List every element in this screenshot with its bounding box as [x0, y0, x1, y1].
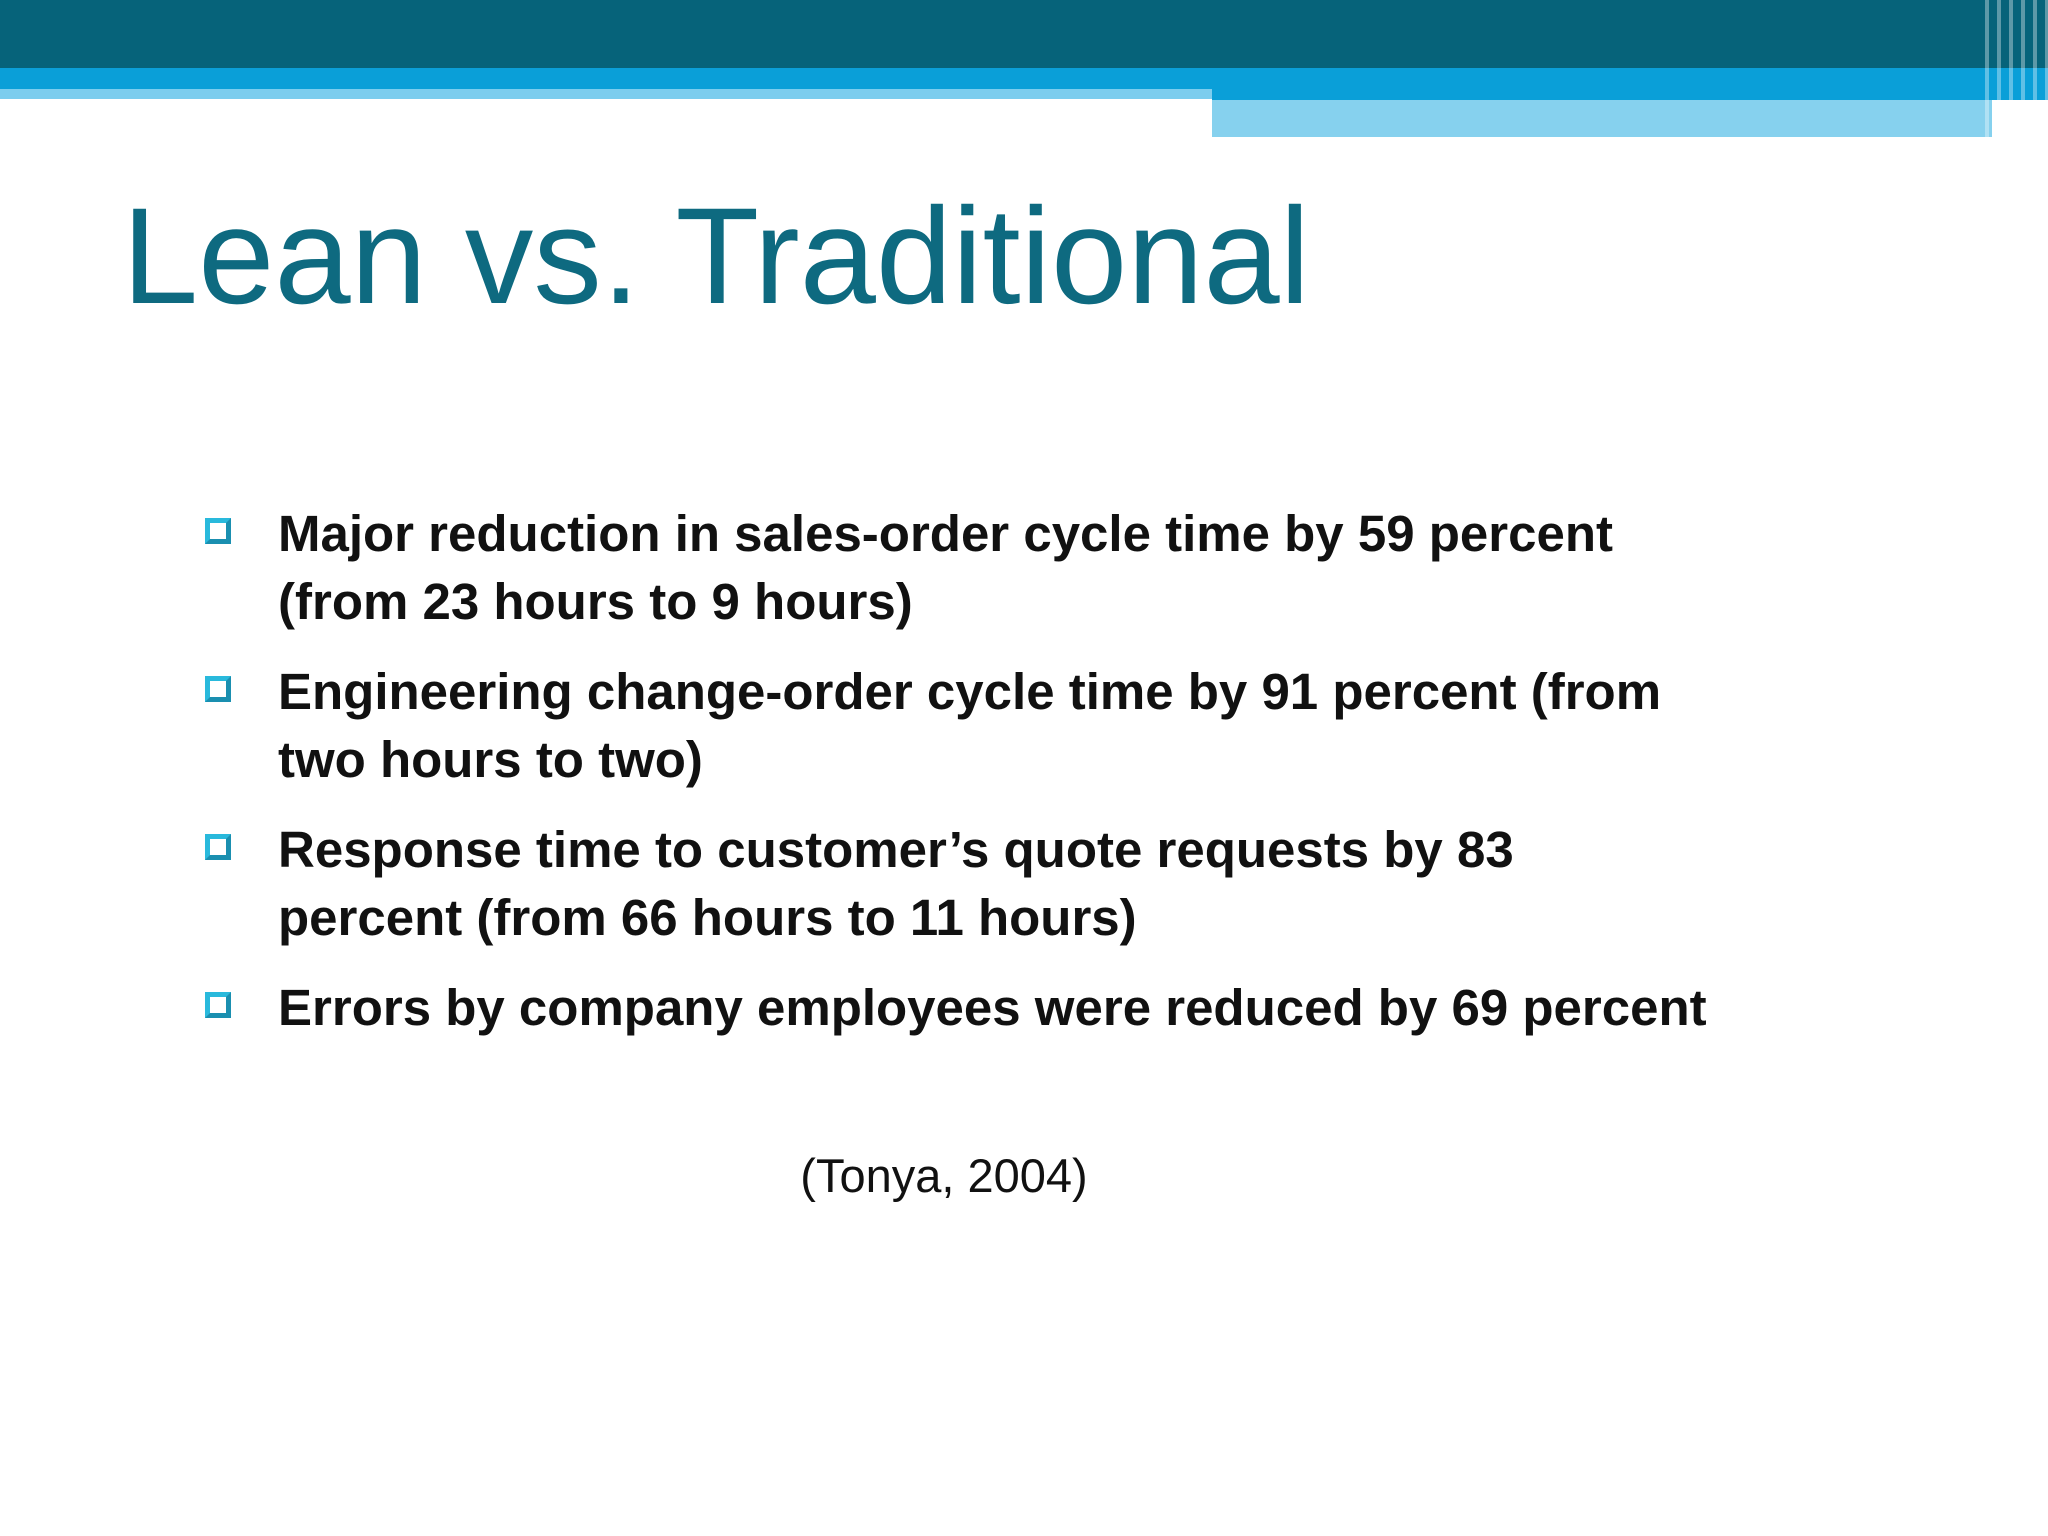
- bullet-item: Engineering change-order cycle time by 9…: [205, 658, 1662, 794]
- bullet-icon: [205, 834, 231, 860]
- bullet-text: Errors by company employees were reduced…: [278, 979, 1707, 1036]
- header-stripe-light: [1212, 100, 1992, 137]
- bullet-text: Response time to customer’s quote reques…: [278, 821, 1514, 878]
- header-stripe-light: [0, 89, 1212, 99]
- bullet-text: (from 23 hours to 9 hours): [278, 573, 913, 630]
- bullet-icon: [205, 992, 231, 1018]
- bullet-text: two hours to two): [278, 731, 703, 788]
- bullet-text: percent (from 66 hours to 11 hours): [278, 889, 1137, 946]
- slide-title: Lean vs. Traditional: [122, 180, 1311, 333]
- bullet-item: Major reduction in sales-order cycle tim…: [205, 500, 1613, 636]
- header-stripe: [1212, 68, 2048, 100]
- citation: (Tonya, 2004): [800, 1149, 1088, 1202]
- bullet-item: Errors by company employees were reduced…: [205, 974, 1707, 1042]
- header-stripe: [0, 68, 1212, 89]
- header-bar: [0, 0, 2048, 68]
- bullet-text: Major reduction in sales-order cycle tim…: [278, 505, 1613, 562]
- bullet-icon: [205, 518, 231, 544]
- header-lines: [1985, 0, 2048, 137]
- bullet-item: Response time to customer’s quote reques…: [205, 816, 1514, 952]
- bullet-text: Engineering change-order cycle time by 9…: [278, 663, 1662, 720]
- bullet-icon: [205, 676, 231, 702]
